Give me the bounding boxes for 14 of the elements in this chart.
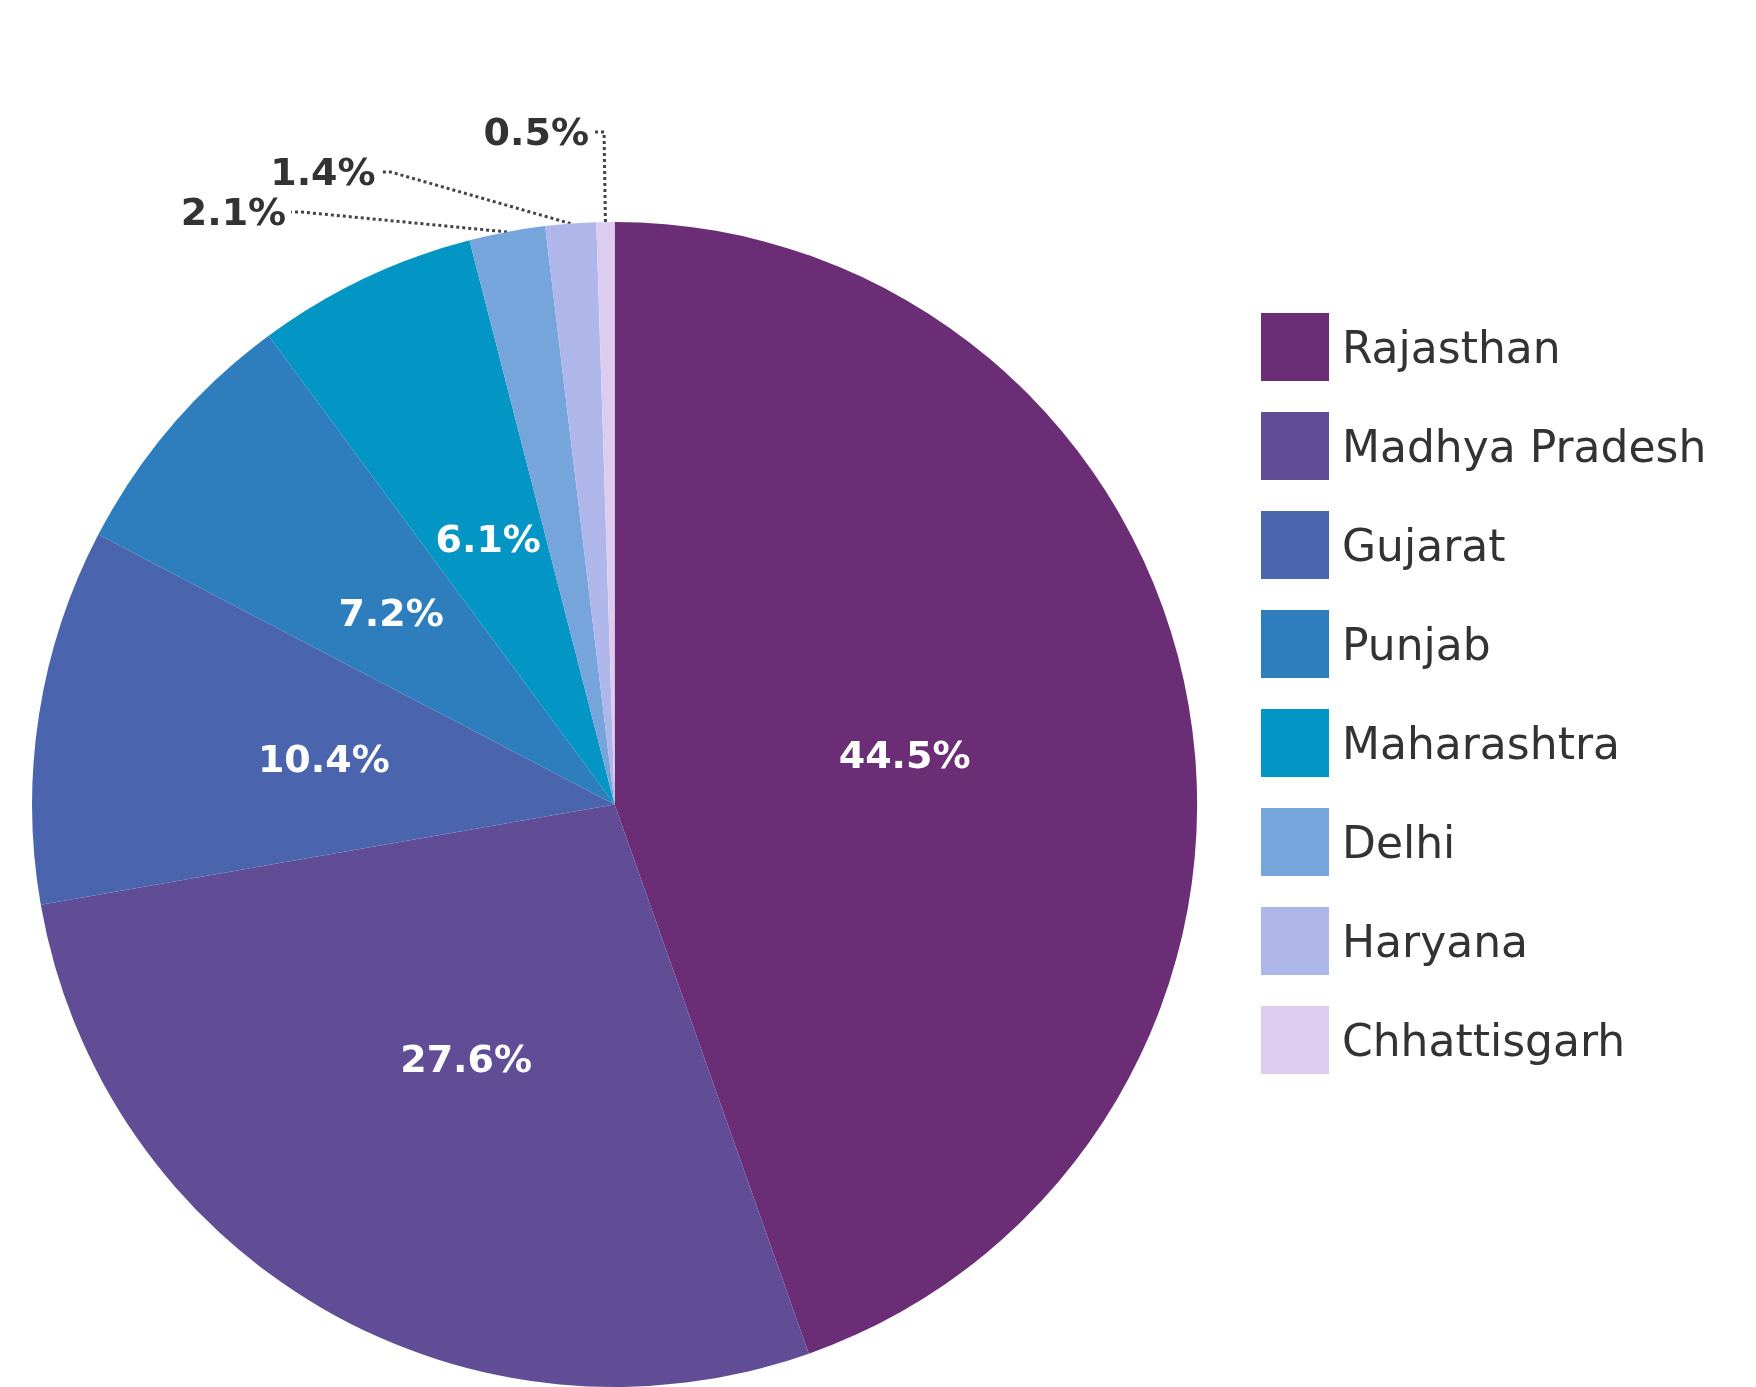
data-label: 10.4% [257, 737, 390, 782]
legend-label: Madhya Pradesh [1342, 420, 1707, 472]
legend-label: Punjab [1342, 618, 1491, 670]
data-label: 27.6% [400, 1036, 533, 1081]
legend-label: Rajasthan [1342, 321, 1561, 373]
data-label: 44.5% [838, 732, 971, 777]
legend-label: Delhi [1342, 816, 1456, 868]
data-label: 6.1% [435, 516, 541, 561]
legend-label: Gujarat [1342, 519, 1506, 571]
legend-label: Maharashtra [1342, 717, 1620, 769]
legend-label: Haryana [1342, 915, 1528, 967]
legend-label: Chhattisgarh [1342, 1014, 1626, 1066]
data-label: 7.2% [338, 591, 444, 636]
data-label: 0.5% [483, 110, 590, 154]
